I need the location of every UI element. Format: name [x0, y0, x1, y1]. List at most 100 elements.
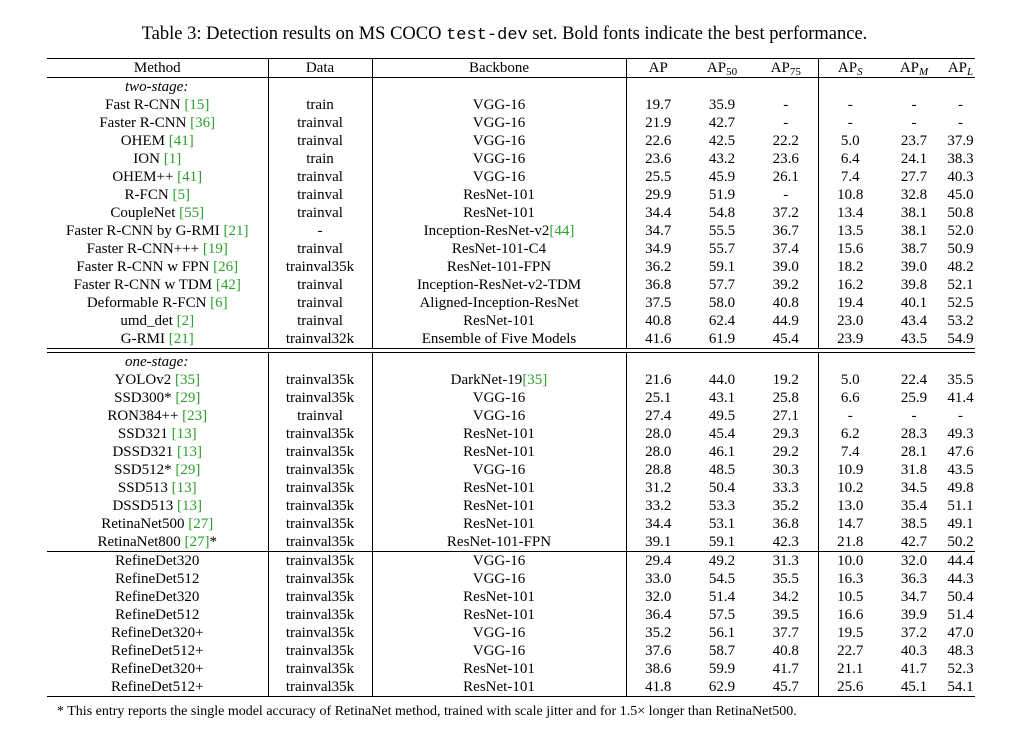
- metric-apl: 47.6: [947, 444, 974, 460]
- backbone-name: VGG-16: [472, 390, 526, 406]
- citation-link[interactable]: [29]: [175, 462, 201, 478]
- citation-link[interactable]: [19]: [202, 241, 228, 257]
- metric-ap75: 35.2: [754, 497, 819, 515]
- method-cell: RefineDet320: [47, 588, 269, 606]
- metric-apm: 38.7: [900, 241, 928, 257]
- backbone-cell: ResNet-101: [372, 497, 627, 515]
- citation-link[interactable]: [42]: [215, 277, 241, 293]
- citation-link[interactable]: [55]: [179, 205, 205, 221]
- method-cell: YOLOv2 [35]: [47, 371, 269, 389]
- citation-link[interactable]: [35]: [522, 372, 548, 388]
- metric-aps: -: [847, 115, 853, 131]
- metric-apm: 35.4: [900, 498, 928, 514]
- metric-ap: 28.0: [645, 426, 672, 442]
- citation-link[interactable]: [5]: [172, 187, 190, 203]
- metric-ap50: 57.5: [708, 607, 736, 623]
- metric-apm: 28.3: [900, 426, 928, 442]
- metric-aps: 16.3: [837, 571, 864, 587]
- method-name: SSD300*: [114, 390, 176, 406]
- citation-link[interactable]: [6]: [210, 295, 228, 311]
- backbone-name: VGG-16: [472, 553, 526, 569]
- backbone-cell: VGG-16: [372, 132, 627, 150]
- metric-ap: 28.8: [645, 462, 672, 478]
- caption-text: Table 3: Detection results on MS COCO: [141, 24, 447, 44]
- metric-apm: 36.3: [900, 571, 928, 587]
- citation-link[interactable]: [29]: [175, 390, 201, 406]
- data-cell: trainval35k: [268, 570, 373, 588]
- backbone-cell: DarkNet-19[35]: [372, 371, 627, 389]
- metric-aps: 15.6: [837, 241, 864, 257]
- backbone-cell: ResNet-101: [372, 443, 627, 461]
- method-cell: RefineDet512+: [47, 642, 269, 660]
- backbone-name: Inception-ResNet-v2: [423, 223, 550, 239]
- method-name: Faster R-CNN w FPN: [76, 259, 214, 275]
- metric-apl: 49.8: [947, 480, 974, 496]
- metric-apm: 32.8: [900, 187, 928, 203]
- method-cell: RetinaNet500 [27]: [47, 515, 269, 533]
- citation-link[interactable]: [36]: [190, 115, 216, 131]
- metric-aps: 5.0: [840, 133, 860, 149]
- data-cell: trainval35k: [268, 371, 373, 389]
- metric-apl: 54.9: [947, 331, 974, 347]
- backbone-name: ResNet-101: [463, 498, 535, 514]
- table-row: Deformable R-FCN [6] trainval Aligned-Ince…: [47, 294, 975, 312]
- metric-apl: 38.3: [947, 151, 974, 167]
- data-cell: trainval: [268, 276, 373, 294]
- table-row: R-FCN [5] trainval ResNet-101 29.9 51.9-10.8…: [47, 186, 975, 204]
- backbone-name: ResNet-101: [463, 480, 535, 496]
- metric-aps: 10.8: [837, 187, 864, 203]
- metric-ap50: 51.4: [708, 589, 736, 605]
- footnote-text: * This entry reports the single model ac…: [57, 704, 620, 719]
- metric-ap: 33.0: [645, 571, 672, 587]
- header-ap: AP: [626, 58, 690, 78]
- citation-link[interactable]: [2]: [176, 313, 195, 329]
- backbone-cell: VGG-16: [372, 96, 627, 114]
- citation-link[interactable]: [13]: [171, 480, 197, 496]
- table-row: SSD513 [13] trainval35k ResNet-101 31.2 50.4…: [47, 479, 975, 497]
- citation-link[interactable]: [41]: [177, 169, 203, 185]
- backbone-name: DarkNet-19: [450, 372, 523, 388]
- citation-link[interactable]: [13]: [177, 444, 203, 460]
- citation-link[interactable]: [1]: [163, 151, 182, 167]
- metric-ap: 33.2: [645, 498, 672, 514]
- metric-apl: 50.4: [947, 589, 974, 605]
- method-name: RefineDet320: [115, 553, 200, 569]
- backbone-cell: Inception-ResNet-v2[44]: [372, 222, 627, 240]
- citation-link[interactable]: [21]: [168, 331, 194, 347]
- citation-link[interactable]: [13]: [177, 498, 203, 514]
- table-row: RON384++ [23] trainval VGG-16 27.4 49.5 27.1-…: [47, 407, 975, 425]
- data-cell: -: [268, 222, 373, 240]
- metric-apl: 49.3: [947, 426, 974, 442]
- citation-link[interactable]: [35]: [174, 372, 200, 388]
- method-cell: Faster R-CNN [36]: [47, 114, 269, 132]
- citation-link[interactable]: [13]: [171, 426, 197, 442]
- citation-link[interactable]: [44]: [549, 223, 575, 239]
- backbone-cell: VGG-16: [372, 551, 627, 570]
- metric-apl: 37.9: [947, 133, 974, 149]
- metric-apm: 39.0: [900, 259, 928, 275]
- metric-ap75: 25.8: [754, 389, 819, 407]
- metric-apm: -: [911, 97, 917, 113]
- citation-link[interactable]: [23]: [182, 408, 208, 424]
- data-cell: trainval35k: [268, 533, 373, 552]
- data-cell: trainval32k: [268, 330, 373, 349]
- table-row: DSSD513 [13] trainval35k ResNet-101 33.2 53.…: [47, 497, 975, 515]
- metric-aps: 18.2: [837, 259, 864, 275]
- citation-link[interactable]: [15]: [184, 97, 210, 113]
- data-cell: trainval35k: [268, 425, 373, 443]
- metric-aps: -: [847, 408, 853, 424]
- data-cell: trainval35k: [268, 443, 373, 461]
- citation-link[interactable]: [27]: [188, 516, 214, 532]
- metric-ap: 34.4: [645, 516, 672, 532]
- citation-link[interactable]: [27]: [184, 534, 210, 550]
- metric-apl: 54.1: [946, 678, 975, 697]
- data-cell: trainval35k: [268, 660, 373, 678]
- data-cell: trainval: [268, 407, 373, 425]
- table-row: Faster R-CNN by G-RMI [21] - Inception-Res…: [47, 222, 975, 240]
- data-cell: trainval: [268, 114, 373, 132]
- citation-link[interactable]: [21]: [223, 223, 249, 239]
- method-name: OHEM: [120, 133, 169, 149]
- citation-link[interactable]: [26]: [213, 259, 239, 275]
- metric-ap: 37.5: [645, 295, 672, 311]
- citation-link[interactable]: [41]: [168, 133, 194, 149]
